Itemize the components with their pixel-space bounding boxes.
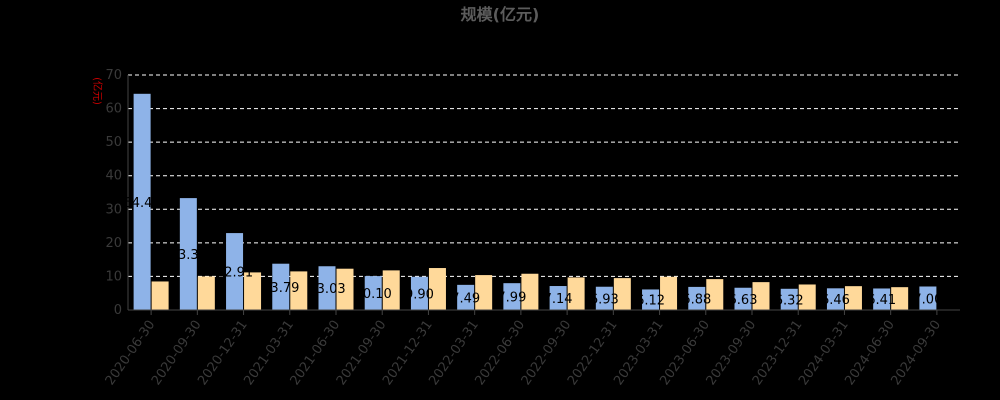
bar-value-label: 6.63 (729, 293, 758, 308)
bars-layer (133, 93, 937, 310)
bar-value-label: 9.90 (405, 287, 434, 302)
bar-series-2 (475, 275, 493, 310)
grid-lines (128, 74, 960, 277)
bar-series-2 (706, 279, 724, 310)
bar-series-2 (891, 287, 909, 310)
bar-series-1 (919, 286, 937, 310)
bar-series-1 (549, 286, 567, 310)
y-tick-label: 60 (105, 102, 122, 117)
bar-series-1 (410, 276, 428, 310)
bar-series-2 (197, 276, 215, 310)
bar-series-1 (179, 198, 197, 310)
bar-series-1 (364, 276, 382, 310)
bar-series-2 (521, 273, 539, 310)
bar-series-1 (688, 286, 706, 310)
bar-value-label: 7.14 (544, 292, 573, 307)
bar-series-1 (780, 288, 798, 310)
x-tick-label: 2024-09-30 (889, 318, 945, 389)
bar-value-label: 6.12 (636, 294, 665, 309)
y-tick-label: 0 (114, 303, 122, 318)
bar-value-label: 7.49 (451, 291, 480, 306)
bar-series-2 (798, 284, 816, 310)
bar-value-label: 6.93 (590, 292, 619, 307)
y-tick-label: 50 (105, 135, 122, 150)
bar-series-2 (752, 282, 770, 310)
y-tick-label: 70 (105, 68, 122, 83)
bar-value-label: 6.32 (775, 293, 804, 308)
data-labels: 64.40 33.33 22.91 13.79 13.03 10.10 9.90 7.49 7.… (124, 196, 943, 309)
bar-series-2 (151, 281, 169, 310)
bar-series-2 (290, 271, 308, 310)
bar-series-2 (567, 277, 585, 310)
y-tick-label: 10 (105, 269, 122, 284)
bar-value-label: 6.88 (682, 292, 711, 307)
bar-series-1 (457, 284, 475, 310)
bar-series-1 (873, 288, 891, 310)
bar-value-label: 33.33 (170, 248, 207, 263)
bar-value-label: 6.41 (867, 293, 896, 308)
bar-value-label: 13.03 (308, 282, 345, 297)
bar-series-1 (503, 283, 521, 310)
y-tick-label: 40 (105, 169, 122, 184)
bar-series-1 (826, 288, 844, 310)
bar-value-label: 13.79 (262, 281, 299, 296)
bar-value-label: 64.40 (124, 196, 161, 211)
bar-value-label: 7.99 (497, 291, 526, 306)
bar-series-1 (734, 287, 752, 310)
bar-series-1 (595, 286, 613, 310)
bar-series-1 (318, 266, 336, 310)
bar-series-2 (382, 270, 400, 310)
bar-series-2 (244, 272, 262, 310)
chart-title: 规模(亿元) (461, 5, 540, 24)
bar-series-2 (336, 268, 354, 310)
bar-series-1 (642, 289, 660, 310)
y-tick-label: 20 (105, 236, 122, 251)
bar-series-1 (226, 233, 244, 310)
bar-value-label: 22.91 (216, 266, 253, 281)
bar-series-2 (428, 268, 446, 310)
bar-series-2 (613, 278, 631, 310)
bar-value-label: 10.10 (355, 287, 392, 302)
bar-series-1 (272, 263, 290, 310)
bar-series-2 (660, 276, 678, 310)
bar-series-1 (133, 93, 151, 310)
y-tick-label: 30 (105, 202, 122, 217)
bar-value-label: 6.46 (821, 293, 850, 308)
y-axis-unit-label: (亿元) (91, 77, 104, 105)
axes: 0102030405060702020-06-302020-09-302020-… (103, 68, 960, 388)
bar-value-label: 7.00 (913, 292, 942, 307)
bar-series-2 (844, 286, 862, 310)
